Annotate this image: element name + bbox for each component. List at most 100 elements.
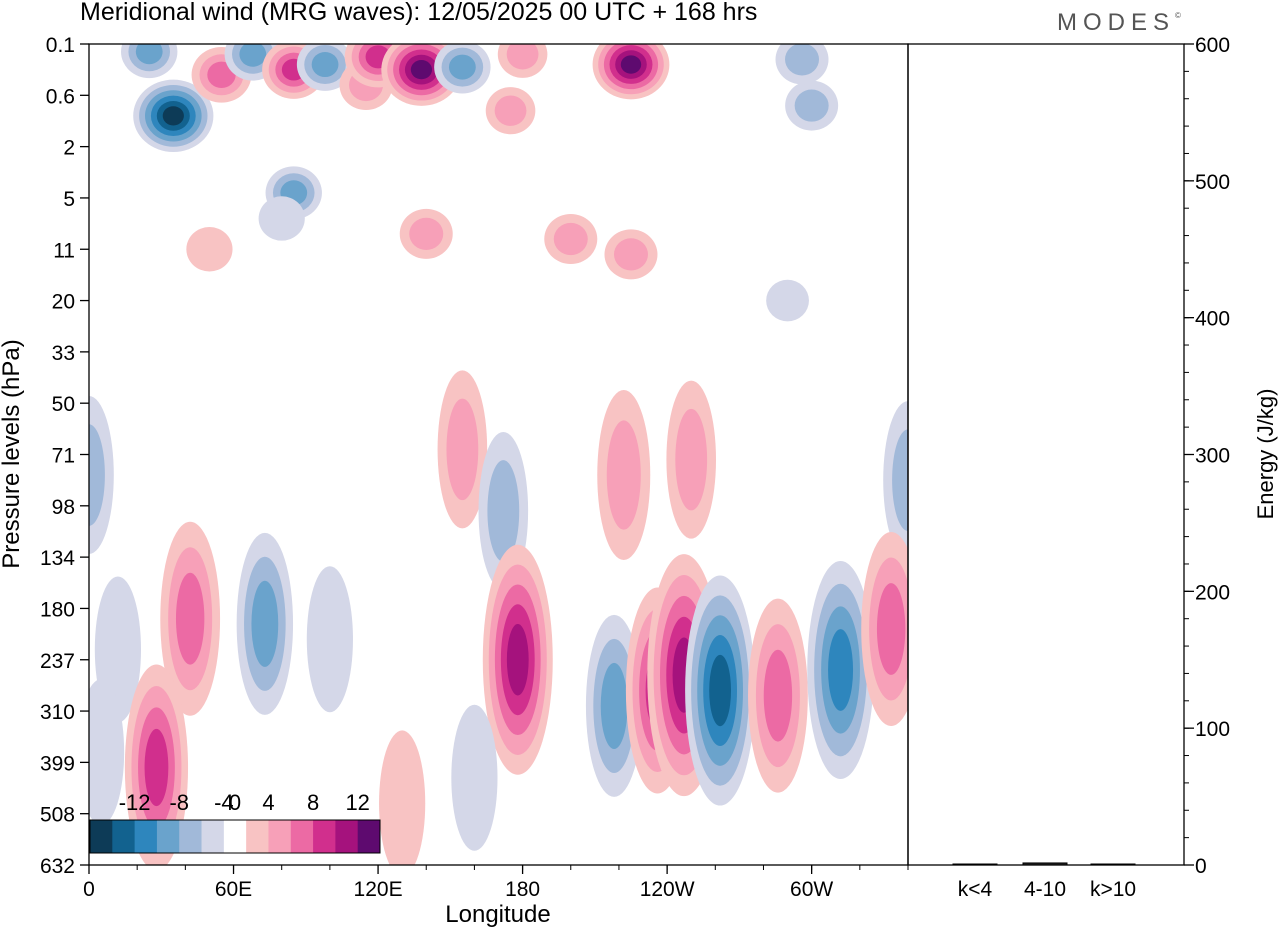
heatmap-feature bbox=[236, 532, 294, 715]
heatmap-contour bbox=[506, 624, 529, 696]
energy-tick-label: 400 bbox=[1195, 308, 1230, 331]
y-tick-label: 5 bbox=[63, 188, 75, 211]
heatmap-feature bbox=[544, 213, 598, 264]
x-tick-label: 180 bbox=[505, 878, 540, 901]
energy-tick-label: 100 bbox=[1195, 718, 1230, 741]
y-tick-label: 399 bbox=[40, 752, 75, 775]
heatmap-contour bbox=[144, 728, 169, 807]
heatmap-feature bbox=[434, 44, 491, 94]
energy-category-label: k<4 bbox=[958, 878, 993, 901]
colorbar-swatch bbox=[290, 820, 314, 853]
heatmap-contour bbox=[506, 44, 539, 70]
x-tick-label: 60W bbox=[790, 878, 833, 901]
heatmap-feature bbox=[89, 679, 125, 826]
heatmap-contour bbox=[876, 583, 906, 675]
heatmap-feature bbox=[451, 704, 498, 851]
heatmap-contour bbox=[763, 649, 793, 742]
energy-axis-label: Energy (J/kg) bbox=[1253, 389, 1278, 520]
heatmap-feature bbox=[437, 370, 488, 529]
heatmap-contour bbox=[600, 662, 628, 750]
heatmap-contour bbox=[89, 424, 105, 526]
y-tick-label: 310 bbox=[40, 701, 75, 724]
x-axis-label: Longitude bbox=[445, 901, 550, 928]
energy-tick-label: 500 bbox=[1195, 171, 1230, 194]
y-tick-label: 20 bbox=[52, 291, 75, 314]
heatmap-contour bbox=[892, 429, 908, 531]
colorbar: -12 -8 -40 4 8 12 bbox=[89, 790, 381, 854]
heatmap-feature bbox=[785, 80, 839, 131]
heatmap-contour bbox=[785, 44, 820, 76]
heatmap-feature bbox=[497, 44, 548, 78]
heatmap-contour bbox=[494, 95, 527, 126]
brand-mark: © bbox=[1175, 11, 1181, 20]
colorbar-swatch bbox=[268, 820, 292, 853]
heatmap-contour bbox=[613, 238, 648, 271]
heatmap-feature bbox=[399, 208, 453, 259]
heatmap-feature bbox=[807, 561, 874, 780]
heatmap-feature bbox=[186, 227, 233, 272]
y-tick-label: 2 bbox=[63, 137, 75, 160]
y-tick-label: 508 bbox=[40, 804, 75, 827]
heatmap-contour bbox=[446, 398, 479, 501]
energy-tick-label: 200 bbox=[1195, 581, 1230, 604]
heatmap-contour bbox=[828, 629, 854, 711]
heatmap-contour bbox=[553, 222, 588, 256]
y-tick-label: 33 bbox=[52, 342, 75, 365]
modes-logo: MODES© bbox=[1057, 9, 1181, 37]
colorbar-swatch bbox=[90, 820, 113, 853]
x-tick-label: 120W bbox=[640, 878, 695, 901]
heatmap-feature bbox=[160, 521, 221, 716]
y-tick-label: 632 bbox=[40, 855, 75, 878]
energy-panel: 0 100 200 300 400 500 600 k<4 4-10 k>10 bbox=[907, 34, 1230, 901]
heatmap-contour bbox=[239, 44, 267, 67]
heatmap-contour bbox=[487, 460, 520, 562]
heatmap-contour bbox=[606, 420, 641, 530]
heatmap-feature bbox=[883, 401, 908, 560]
chart-title: Meridional wind (MRG waves): 12/05/2025 … bbox=[80, 0, 758, 26]
energy-category-label: 4-10 bbox=[1024, 878, 1066, 901]
colorbar-swatch bbox=[112, 820, 136, 853]
colorbar-swatch bbox=[357, 820, 381, 853]
heatmap-feature bbox=[766, 279, 809, 322]
heatmap-feature bbox=[485, 87, 536, 135]
colorbar-label: -12 bbox=[119, 790, 151, 815]
x-tick-label: 120E bbox=[354, 878, 403, 901]
energy-bar bbox=[1022, 862, 1068, 866]
heatmap-contour bbox=[251, 580, 279, 667]
heatmap-feature bbox=[89, 396, 114, 555]
y-tick-label: 134 bbox=[40, 547, 75, 570]
brand-text: MODES bbox=[1057, 9, 1176, 36]
heatmap-contour bbox=[258, 196, 305, 241]
heatmap-feature bbox=[124, 664, 189, 865]
heatmap-feature bbox=[666, 380, 717, 539]
heatmap-plot-area bbox=[89, 44, 908, 865]
colorbar-label: -4 bbox=[214, 790, 234, 815]
heatmap-feature bbox=[258, 196, 305, 241]
colorbar-frame bbox=[89, 819, 381, 854]
energy-tick-label: 300 bbox=[1195, 445, 1230, 468]
y-tick-label: 11 bbox=[53, 239, 75, 262]
colorbar-label: 4 bbox=[262, 790, 274, 815]
heatmap-contour bbox=[306, 566, 353, 713]
energy-tick-label: 0 bbox=[1195, 855, 1207, 878]
colorbar-label: 12 bbox=[345, 790, 369, 815]
colorbar-swatch bbox=[335, 820, 359, 853]
heatmap-contour bbox=[175, 572, 205, 665]
heatmap-contour bbox=[675, 408, 708, 511]
heatmap-contour bbox=[794, 89, 829, 122]
energy-bar bbox=[1090, 863, 1136, 866]
heatmap-feature bbox=[604, 229, 658, 280]
heatmap-contour bbox=[186, 227, 233, 272]
heatmap-contour bbox=[207, 61, 236, 88]
y-tick-label: 237 bbox=[40, 650, 75, 673]
x-tick-label: 60E bbox=[215, 878, 252, 901]
heatmap-feature bbox=[685, 575, 756, 806]
heatmap-feature bbox=[133, 79, 214, 153]
colorbar-swatch bbox=[246, 820, 269, 853]
heatmap-feature bbox=[296, 44, 354, 91]
heatmap-feature bbox=[597, 390, 651, 561]
y-tick-label: 50 bbox=[52, 393, 75, 416]
colorbar-swatch bbox=[156, 820, 180, 853]
